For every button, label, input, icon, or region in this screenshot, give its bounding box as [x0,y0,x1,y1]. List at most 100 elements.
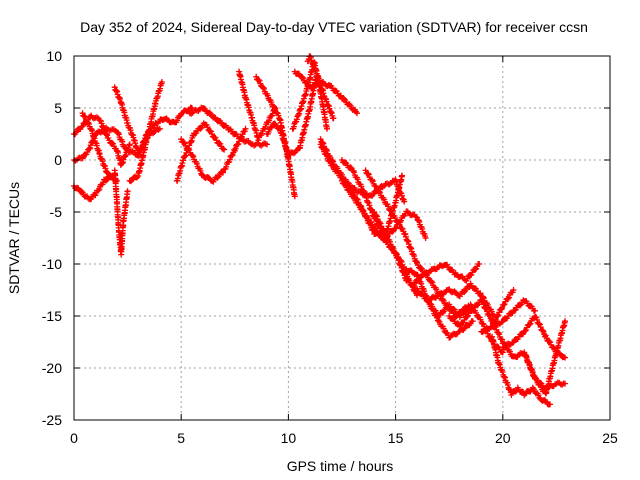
data-point [531,387,535,390]
data-point [443,262,447,266]
data-point [89,127,93,130]
data-point [394,200,397,203]
series-track-9 [173,120,228,184]
data-point [81,124,84,127]
data-point [81,112,84,115]
data-point [490,335,494,338]
data-point [469,283,472,286]
data-point [188,112,191,115]
data-point [563,320,567,323]
data-point [355,190,359,193]
data-point [548,403,552,406]
data-point [355,112,359,115]
data-point [437,320,440,323]
data-point [533,314,537,318]
x-tick-label: 10 [281,430,297,446]
data-point [250,117,254,120]
data-point [415,216,419,219]
data-point [154,122,157,125]
data-point [160,80,164,84]
data-point [119,164,123,167]
data-point [192,132,196,136]
data-point [332,117,335,120]
y-tick-label: -15 [42,308,62,324]
data-point [510,392,513,396]
data-point [415,288,419,292]
data-point [544,335,547,338]
data-point [480,320,483,323]
data-point [265,143,269,146]
data-point [405,278,408,281]
axis-ticks [73,55,611,421]
data-point [523,299,526,302]
data-point [362,210,365,214]
data-point [340,179,344,182]
data-point [394,252,397,255]
series-track-5 [111,167,131,258]
y-tick-label: -5 [50,204,63,220]
data-point [173,122,176,125]
data-point [372,226,376,229]
data-point [448,314,451,318]
data-point [145,132,149,136]
x-tick-label: 15 [388,430,404,446]
data-point [377,190,380,193]
data-point [330,164,333,167]
series-track-28 [489,333,553,408]
data-point [516,387,520,390]
data-point [368,195,372,198]
data-point [87,198,91,201]
data-point [126,190,129,193]
data-point [340,96,344,99]
data-point [465,278,468,281]
data-point [119,252,123,255]
data-point [405,210,408,214]
data-point [319,80,322,84]
data-point [555,351,558,354]
data-point [448,335,451,338]
data-point [240,138,243,141]
y-axis-label: SDTVAR / TECUs [6,182,22,294]
data-point [424,236,427,240]
data-point [512,309,515,312]
data-point [122,221,125,224]
data-point [411,283,414,286]
data-point [372,210,376,214]
data-point [383,231,387,234]
data-point [265,122,269,125]
data-point [503,377,507,380]
data-point [237,70,241,73]
data-point [98,153,101,156]
data-point [308,106,312,110]
data-point [555,382,558,385]
data-point [319,138,322,141]
data-point [201,174,204,177]
x-tick-label: 0 [70,430,78,446]
data-point [272,122,275,125]
data-point [458,330,462,333]
data-point [437,314,440,318]
data-point [480,330,483,333]
data-point [340,158,344,162]
data-point [244,127,247,130]
data-point [162,117,166,120]
data-point [540,398,543,401]
data-point [265,132,269,136]
data-point [293,195,297,198]
data-point [448,288,451,292]
data-point [523,351,526,354]
data-point [390,210,393,214]
series-track-1 [71,112,133,168]
data-point [448,304,451,307]
data-point [501,320,504,323]
data-point [128,143,131,146]
data-point [137,153,140,156]
data-point [405,268,408,271]
data-point [94,193,97,196]
data-point [287,158,290,162]
data-point [126,122,129,125]
series-track-29 [499,314,568,361]
data-point [306,60,309,63]
data-point [458,325,462,328]
data-point [255,75,258,79]
